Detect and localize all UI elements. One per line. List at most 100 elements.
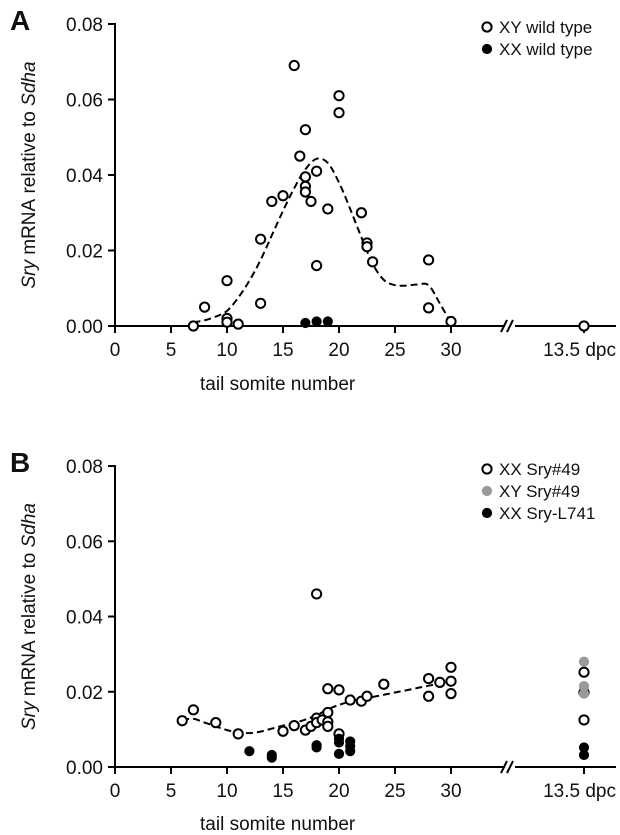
data-point bbox=[322, 316, 333, 327]
x-axis-title: tail somite number bbox=[200, 814, 356, 835]
data-point bbox=[434, 676, 446, 688]
data-point bbox=[311, 742, 322, 753]
y-tick-label: 0.08 bbox=[66, 457, 103, 478]
data-point bbox=[345, 746, 356, 757]
x-tick-label: 30 bbox=[440, 781, 461, 802]
legend-label: XY Sry#49 bbox=[499, 482, 580, 501]
data-point bbox=[232, 728, 244, 740]
y-tick-label: 0.02 bbox=[66, 242, 103, 263]
data-point bbox=[322, 683, 334, 695]
x-tick-label: 5 bbox=[166, 781, 177, 802]
panel-letter: A bbox=[10, 5, 30, 36]
data-point bbox=[423, 690, 435, 702]
data-point-dpc bbox=[578, 320, 590, 332]
axis-break-mark bbox=[506, 319, 514, 333]
data-point bbox=[361, 241, 373, 253]
data-point bbox=[333, 107, 345, 119]
data-point bbox=[333, 748, 345, 759]
data-point bbox=[423, 254, 435, 266]
data-point bbox=[255, 233, 267, 245]
data-point bbox=[322, 720, 334, 732]
x-tick-label: 10 bbox=[216, 781, 237, 802]
data-point bbox=[299, 124, 311, 136]
data-point bbox=[423, 672, 435, 685]
data-point-dpc bbox=[578, 656, 590, 667]
legend-marker bbox=[481, 463, 493, 475]
y-tick-label: 0.00 bbox=[66, 758, 103, 779]
data-point bbox=[266, 752, 277, 763]
y-tick-label: 0.06 bbox=[66, 532, 103, 553]
data-point bbox=[322, 203, 334, 215]
y-tick-label: 0.08 bbox=[66, 15, 103, 36]
data-point bbox=[423, 302, 435, 314]
y-axis-title: Sry mRNA relative to Sdha bbox=[19, 503, 40, 730]
y-tick-label: 0.06 bbox=[66, 91, 103, 112]
data-point-dpc bbox=[578, 714, 590, 726]
x-tick-label: 10 bbox=[216, 340, 237, 361]
y-axis-title-italic: Sry bbox=[19, 700, 40, 730]
data-point bbox=[277, 725, 289, 737]
data-point bbox=[311, 588, 323, 600]
axis-break-mark bbox=[500, 760, 508, 774]
axis-break-mark bbox=[506, 760, 514, 774]
y-tick-label: 0.04 bbox=[66, 608, 103, 629]
legend-marker bbox=[481, 507, 493, 519]
y-axis-title-italic: Sdha bbox=[19, 503, 40, 547]
data-point bbox=[221, 316, 233, 328]
chart-panel-B: B 0.00 0.02 0.04 0.06 0.08 0 5 10 15 20 25 30 13.5 dp… bbox=[10, 447, 616, 835]
x-tick-label: 20 bbox=[328, 781, 349, 802]
data-point bbox=[299, 186, 311, 198]
data-point bbox=[361, 690, 373, 702]
y-tick-label: 0.02 bbox=[66, 683, 103, 704]
x-axis-title: tail somite number bbox=[200, 374, 356, 395]
legend-label: XY wild type bbox=[499, 18, 592, 37]
y-axis-title: Sry mRNA relative to Sdha bbox=[19, 61, 40, 288]
x-tick-label: 30 bbox=[440, 340, 461, 361]
x-tick-label: 25 bbox=[384, 340, 405, 361]
data-point bbox=[187, 704, 199, 716]
data-point bbox=[244, 746, 255, 757]
data-point bbox=[305, 195, 317, 208]
x-tick-label: 0 bbox=[110, 781, 121, 802]
data-point bbox=[367, 256, 379, 268]
data-point bbox=[445, 675, 457, 687]
data-point bbox=[266, 195, 278, 208]
data-point bbox=[311, 165, 323, 177]
legend-marker bbox=[481, 21, 493, 33]
data-point bbox=[311, 316, 322, 327]
data-point bbox=[288, 59, 300, 72]
legend-label: XX Sry#49 bbox=[499, 460, 580, 479]
data-point bbox=[311, 260, 323, 272]
y-tick-label: 0.00 bbox=[66, 317, 103, 338]
x-tick-label: 0 bbox=[110, 340, 121, 361]
data-point bbox=[221, 275, 233, 287]
axis-break-mark bbox=[500, 319, 508, 333]
data-point-dpc bbox=[578, 666, 590, 678]
y-axis-title-italic: Sdha bbox=[19, 61, 40, 105]
x-tick-label: 25 bbox=[384, 781, 405, 802]
data-point bbox=[300, 317, 311, 329]
x-tick-label: 15 bbox=[272, 781, 293, 802]
data-point bbox=[333, 737, 345, 748]
data-point bbox=[255, 297, 267, 309]
x-tick-label: 20 bbox=[328, 340, 349, 361]
data-point-dpc bbox=[578, 749, 590, 761]
data-point bbox=[378, 678, 390, 690]
data-point bbox=[445, 315, 457, 328]
data-point bbox=[299, 171, 311, 183]
data-point bbox=[333, 90, 345, 102]
x-tick-label: 15 bbox=[272, 340, 293, 361]
fit-curve bbox=[193, 157, 452, 324]
data-point bbox=[355, 207, 367, 219]
data-point bbox=[294, 150, 306, 162]
legend-label: XX Sry-L741 bbox=[499, 504, 595, 523]
y-axis-title-italic: Sry bbox=[19, 259, 40, 289]
data-point bbox=[199, 301, 211, 313]
x-tick-label-dpc: 13.5 dpc bbox=[543, 340, 616, 361]
data-point-dpc bbox=[578, 688, 590, 699]
data-point bbox=[445, 688, 457, 700]
chart-panel-A: A 0.00 0.02 0.04 0.06 0.08 0 5 10 15 20 25 30 13.5 dp… bbox=[10, 5, 616, 395]
legend-label: XX wild type bbox=[499, 40, 593, 59]
data-point bbox=[232, 318, 244, 330]
